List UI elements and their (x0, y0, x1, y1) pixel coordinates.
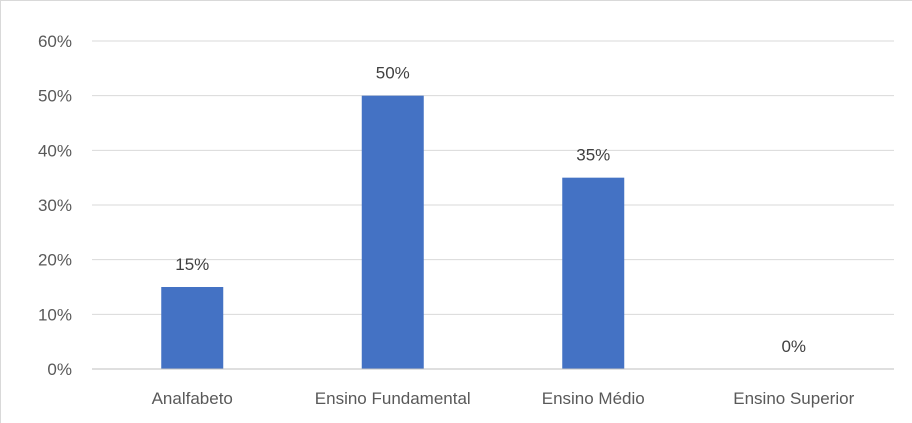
y-tick-label: 40% (38, 141, 72, 160)
bar (361, 95, 424, 370)
data-label: 50% (376, 64, 410, 83)
gridlines (92, 40, 894, 315)
data-label: 0% (781, 337, 806, 356)
bar (161, 287, 224, 369)
y-tick-label: 10% (38, 305, 72, 324)
x-category-label: Analfabeto (152, 389, 233, 408)
y-tick-label: 60% (38, 32, 72, 51)
data-label: 15% (175, 255, 209, 274)
data-label: 35% (576, 146, 610, 165)
y-tick-label: 30% (38, 196, 72, 215)
x-category-label: Ensino Médio (542, 389, 645, 408)
bars (161, 95, 625, 370)
x-axis-category-labels: Analfabeto Ensino Fundamental Ensino Médio… (152, 389, 855, 408)
y-tick-label: 50% (38, 87, 72, 106)
y-tick-label: 0% (47, 360, 72, 379)
x-category-label: Ensino Fundamental (315, 389, 471, 408)
y-tick-label: 20% (38, 251, 72, 270)
data-labels: 15% 50% 35% 0% (175, 64, 806, 356)
x-category-label: Ensino Superior (733, 389, 854, 408)
y-axis-tick-labels: 0% 10% 20% 30% 40% 50% 60% (38, 32, 72, 379)
bar (562, 177, 625, 369)
